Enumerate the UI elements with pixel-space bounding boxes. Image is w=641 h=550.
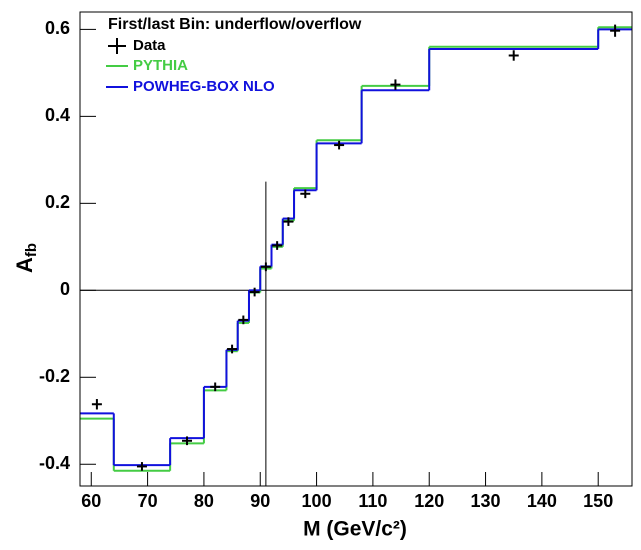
x-tick-label: 120: [414, 491, 444, 511]
legend-label: PYTHIA: [133, 57, 188, 74]
y-axis-label: Afb: [12, 243, 40, 273]
x-tick-label: 150: [583, 491, 613, 511]
y-tick-label: -0.4: [39, 453, 70, 473]
y-tick-label: 0.6: [45, 18, 70, 38]
x-tick-label: 100: [302, 491, 332, 511]
legend-header: First/last Bin: underflow/overflow: [108, 16, 362, 33]
x-tick-label: 80: [194, 491, 214, 511]
y-tick-label: -0.2: [39, 366, 70, 386]
x-tick-label: 70: [138, 491, 158, 511]
y-tick-label: 0.4: [45, 105, 70, 125]
x-tick-label: 60: [81, 491, 101, 511]
legend-label: POWHEG-BOX NLO: [133, 78, 275, 95]
y-label-sub: fb: [23, 243, 40, 257]
frame: [79, 11, 633, 487]
x-tick-label: 130: [471, 491, 501, 511]
x-tick-label: 90: [250, 491, 270, 511]
x-axis-label: M (GeV/c²): [303, 518, 407, 541]
x-tick-label: 110: [358, 491, 387, 511]
y-tick-label: 0.2: [45, 192, 70, 212]
y-label-main: A: [12, 257, 37, 273]
x-tick-label: 140: [527, 491, 557, 511]
legend-label: Data: [133, 37, 166, 54]
y-tick-label: 0: [60, 279, 70, 299]
